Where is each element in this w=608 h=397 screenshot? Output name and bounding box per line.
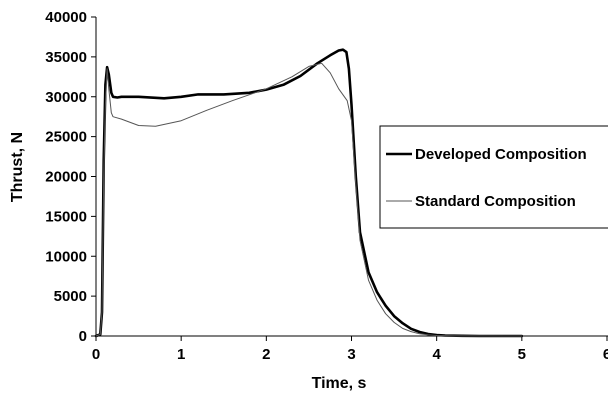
series-line-developed <box>94 48 524 338</box>
y-tick-label: 25000 <box>45 129 87 146</box>
legend-label-developed: Developed Composition <box>415 146 587 163</box>
y-tick-label: 0 <box>79 328 87 345</box>
y-axis-label: Thrust, N <box>9 132 26 202</box>
y-tick-label: 5000 <box>54 288 87 305</box>
y-tick-label: 10000 <box>45 248 87 265</box>
x-tick-label: 5 <box>518 346 526 363</box>
x-axis-label: Time, s <box>312 375 367 392</box>
series-lines <box>94 48 524 338</box>
legend: Developed Composition Standard Compositi… <box>379 125 608 229</box>
legend-label-standard: Standard Composition <box>415 193 576 210</box>
y-tick-label: 15000 <box>45 208 87 225</box>
y-tick-label: 20000 <box>45 169 87 186</box>
x-axis-ticks: 0 1 2 3 4 5 6 <box>92 336 608 363</box>
x-tick-label: 6 <box>603 346 608 363</box>
x-tick-label: 0 <box>92 346 100 363</box>
x-tick-label: 1 <box>177 346 185 363</box>
legend-box <box>379 125 608 229</box>
y-tick-label: 35000 <box>45 49 87 66</box>
x-tick-label: 3 <box>347 346 355 363</box>
y-tick-label: 30000 <box>45 89 87 106</box>
x-tick-label: 4 <box>432 346 441 363</box>
y-axis-ticks: 0 5000 10000 15000 20000 25000 30000 35000 40000 <box>45 9 96 345</box>
series-line-standard <box>95 62 523 337</box>
y-tick-label: 40000 <box>45 9 87 26</box>
x-tick-label: 2 <box>262 346 270 363</box>
